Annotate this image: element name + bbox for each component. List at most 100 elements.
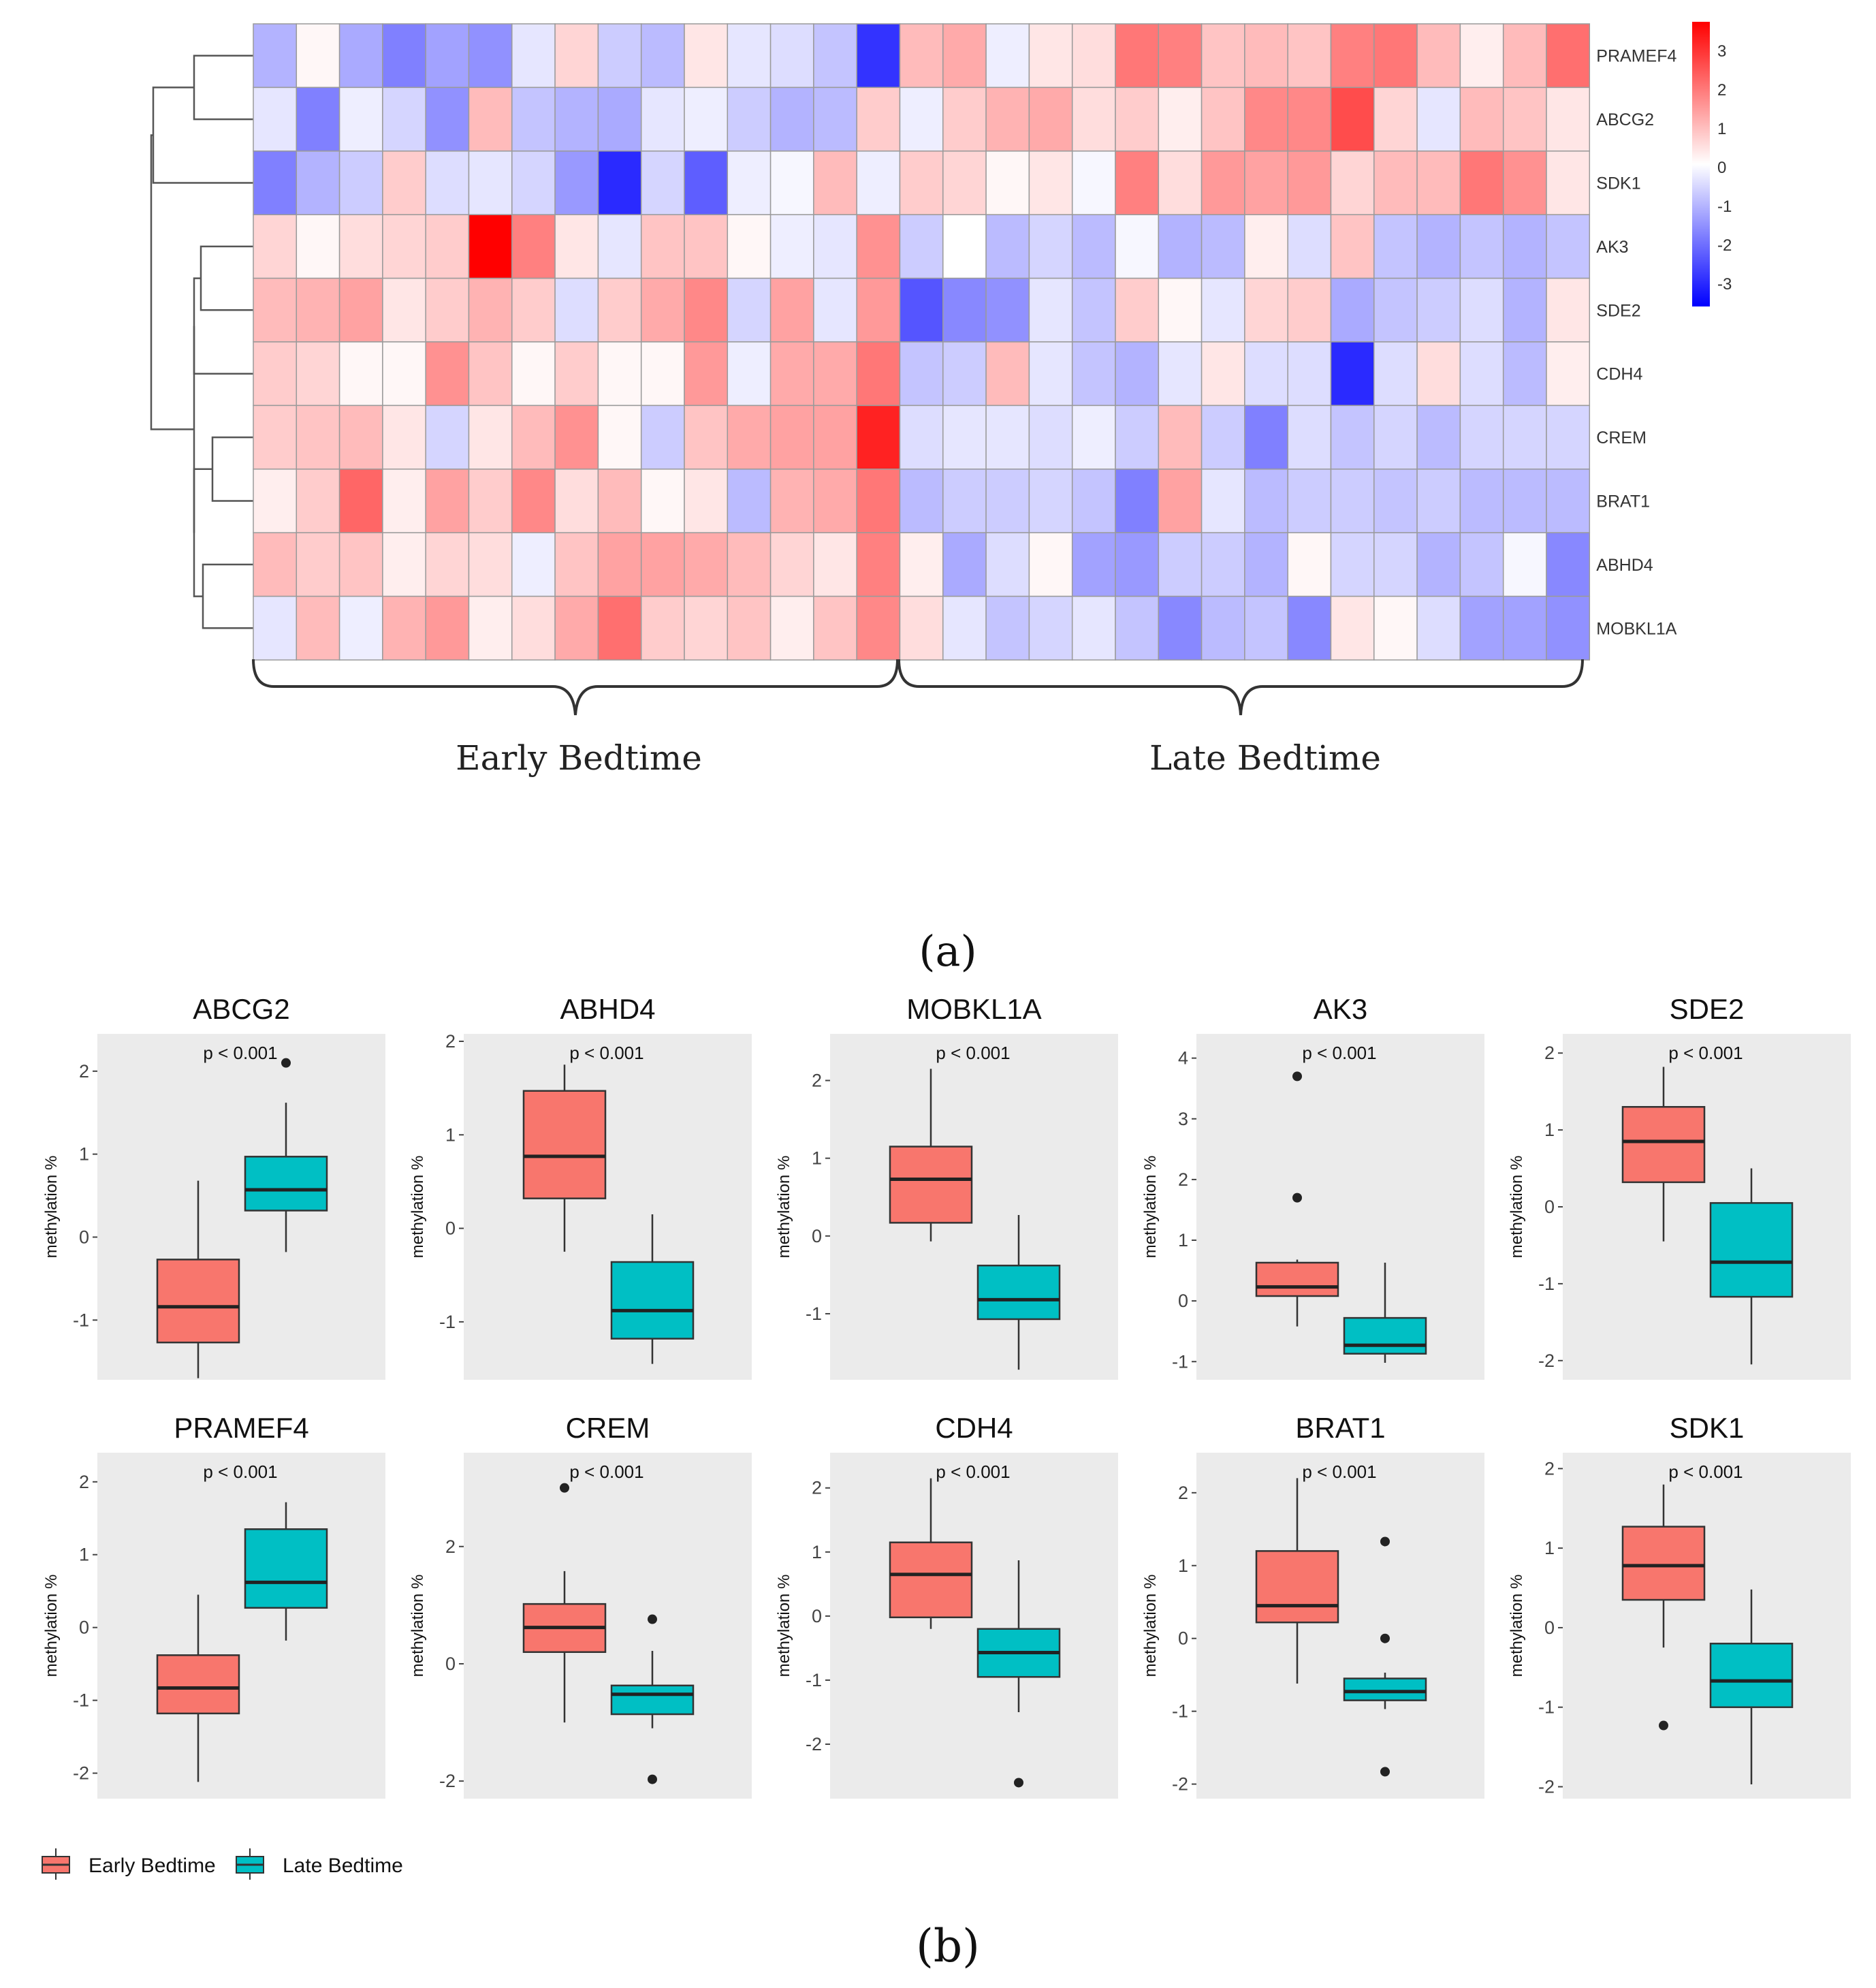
plot-panel [464, 1034, 752, 1380]
heatmap-cell [1287, 405, 1332, 470]
heatmap-cell [1416, 532, 1461, 597]
heatmap-cell [1201, 277, 1245, 343]
heatmap-cell [856, 23, 901, 89]
heatmap-cell [1287, 277, 1332, 343]
heatmap-cell [985, 532, 1030, 597]
heatmap-cell [511, 341, 556, 407]
heatmap-cell [684, 595, 729, 661]
heatmap-cell [1287, 86, 1332, 152]
heatmap-cell [1201, 23, 1245, 89]
heatmap-cell [1459, 405, 1504, 470]
box-late-bedtime [1709, 1202, 1794, 1298]
y-tick-label: 3 [1178, 1109, 1188, 1129]
heatmap-cell [554, 532, 599, 597]
heatmap-cell [1158, 405, 1203, 470]
heatmap-cell [1201, 532, 1245, 597]
heatmap-cell [1373, 23, 1418, 89]
dendrogram-branch [152, 86, 253, 184]
box-late-bedtime [610, 1684, 695, 1716]
heatmap-cell [1028, 277, 1073, 343]
outlier-point [648, 1614, 657, 1624]
heatmap-cell [985, 341, 1030, 407]
heatmap-cell [1287, 532, 1332, 597]
heatmap-cell [899, 341, 944, 407]
heatmap-cell [1373, 277, 1418, 343]
y-axis-label: methylation % [409, 1575, 427, 1677]
heatmap-cell [769, 214, 814, 279]
p-value-annotation: p < 0.001 [203, 1043, 277, 1063]
boxplot-title: SDE2 [1670, 993, 1745, 1025]
heatmap-cell [769, 532, 814, 597]
heatmap-cell [382, 405, 426, 470]
box-early-bedtime [889, 1541, 973, 1619]
plot-panel [1563, 1034, 1851, 1380]
heatmap-cell [1330, 469, 1375, 533]
heatmap-cell [468, 341, 513, 407]
dendrogram-branch [193, 54, 253, 121]
heatmap-cell [942, 341, 987, 407]
heatmap-cell [942, 86, 987, 152]
box-late-bedtime [1343, 1677, 1427, 1701]
gene-label: ABHD4 [1596, 556, 1653, 575]
heatmap-cell [1502, 23, 1547, 89]
heatmap-cell [640, 86, 685, 152]
heatmap-cell [338, 595, 383, 661]
heatmap-cell [1244, 151, 1288, 215]
heatmap-cell [813, 214, 857, 279]
late-bedtime-brace [897, 659, 1584, 716]
heatmap-cell [1028, 341, 1073, 407]
box-early-bedtime [522, 1090, 607, 1199]
heatmap-cell [1115, 469, 1160, 533]
box-early-bedtime [889, 1146, 973, 1224]
heatmap-cell [1158, 277, 1203, 343]
heatmap-cell [856, 151, 901, 215]
dendrogram [150, 54, 253, 629]
boxplot-abcg2: ABCG2 p < 0.001 -1 0 1 2 methylation % [42, 993, 385, 1380]
boxplot-title: SDK1 [1670, 1412, 1745, 1444]
gene-labels: PRAMEF4 ABCG2 SDK1 AK3 SDE2 CDH4 CREM BRAT1 ABHD… [1596, 47, 1676, 639]
y-tick-label: 2 [812, 1070, 822, 1090]
gene-label: PRAMEF4 [1596, 47, 1676, 66]
box-late-bedtime [244, 1156, 328, 1212]
heatmap-cell [597, 214, 642, 279]
heatmap-cell [1330, 277, 1375, 343]
heatmap-cell [1244, 405, 1288, 470]
heatmap-cell [597, 277, 642, 343]
heatmap-cell [597, 532, 642, 597]
y-tick-label: -1 [73, 1690, 89, 1711]
y-tick-label: -2 [1172, 1774, 1188, 1795]
box-early-bedtime [156, 1259, 240, 1344]
y-axis-label: methylation % [775, 1575, 793, 1677]
colorbar-tick-label: 3 [1717, 42, 1726, 61]
y-tick-label: 1 [812, 1542, 822, 1562]
heatmap-cell [511, 86, 556, 152]
heatmap-cell [338, 341, 383, 407]
boxplot-abhd4: ABHD4 p < 0.001 -1 0 1 2 methylation % [409, 993, 752, 1380]
heatmap-cell [1201, 595, 1245, 661]
y-axis-label: methylation % [409, 1156, 427, 1259]
heatmap-cell [640, 23, 685, 89]
heatmap-cell [640, 214, 685, 279]
p-value-annotation: p < 0.001 [1668, 1462, 1743, 1482]
heatmap-cell [338, 532, 383, 597]
heatmap-cell [856, 405, 901, 470]
heatmap-cell [1115, 341, 1160, 407]
heatmap-cell [1416, 86, 1461, 152]
heatmap-cell [942, 405, 987, 470]
heatmap-cell [382, 86, 426, 152]
dendrogram-branch [150, 134, 194, 430]
heatmap-cell [468, 405, 513, 470]
heatmap-cell [1071, 341, 1116, 407]
heatmap-cell [1028, 23, 1073, 89]
heatmap-cell [899, 86, 944, 152]
heatmap-cell [1201, 341, 1245, 407]
heatmap-cell [253, 532, 298, 597]
plot-panel [830, 1034, 1118, 1380]
heatmap-cell [1373, 595, 1418, 661]
outlier-point [1014, 1778, 1023, 1788]
boxplot-pramef4: PRAMEF4 p < 0.001 -2 -1 0 1 2 methylation % [42, 1412, 385, 1799]
y-axis-label: methylation % [1508, 1575, 1526, 1677]
heatmap-cell [1115, 532, 1160, 597]
heatmap-cell [1330, 341, 1375, 407]
